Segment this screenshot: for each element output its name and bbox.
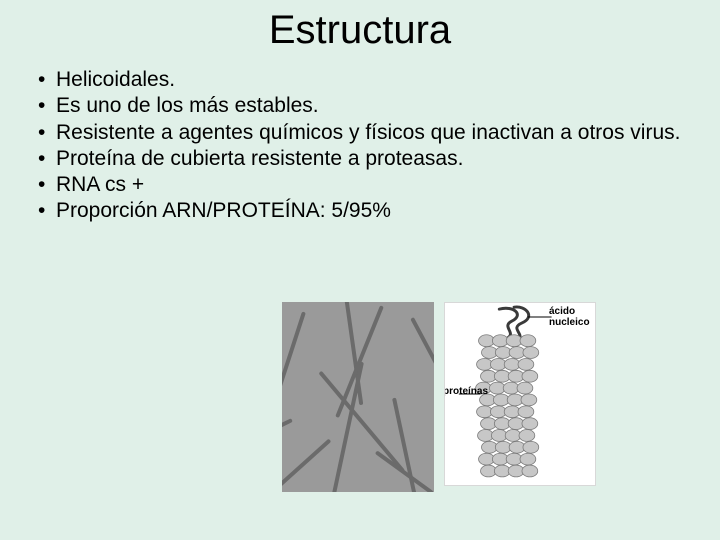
bullet-item: Proporción ARN/PROTEÍNA: 5/95% [38, 198, 694, 224]
bullet-item: Es uno de los más estables. [38, 93, 694, 119]
image-row: ácido nucleico proteínas [282, 302, 596, 492]
virus-diagram-image: ácido nucleico proteínas [444, 302, 596, 486]
bullet-item: Proteína de cubierta resistente a protea… [38, 146, 694, 172]
label-nucleic-acid: ácido nucleico [549, 307, 591, 328]
capsid-icon [476, 335, 539, 477]
bullet-item: Resistente a agentes químicos y físicos … [38, 120, 694, 146]
micrograph-image [282, 302, 434, 492]
bullet-list: Helicoidales. Es uno de los más estables… [0, 67, 720, 225]
slide-title: Estructura [0, 0, 720, 67]
bullet-item: Helicoidales. [38, 67, 694, 93]
label-proteins: proteínas [444, 387, 487, 398]
bullet-item: RNA cs + [38, 172, 694, 198]
